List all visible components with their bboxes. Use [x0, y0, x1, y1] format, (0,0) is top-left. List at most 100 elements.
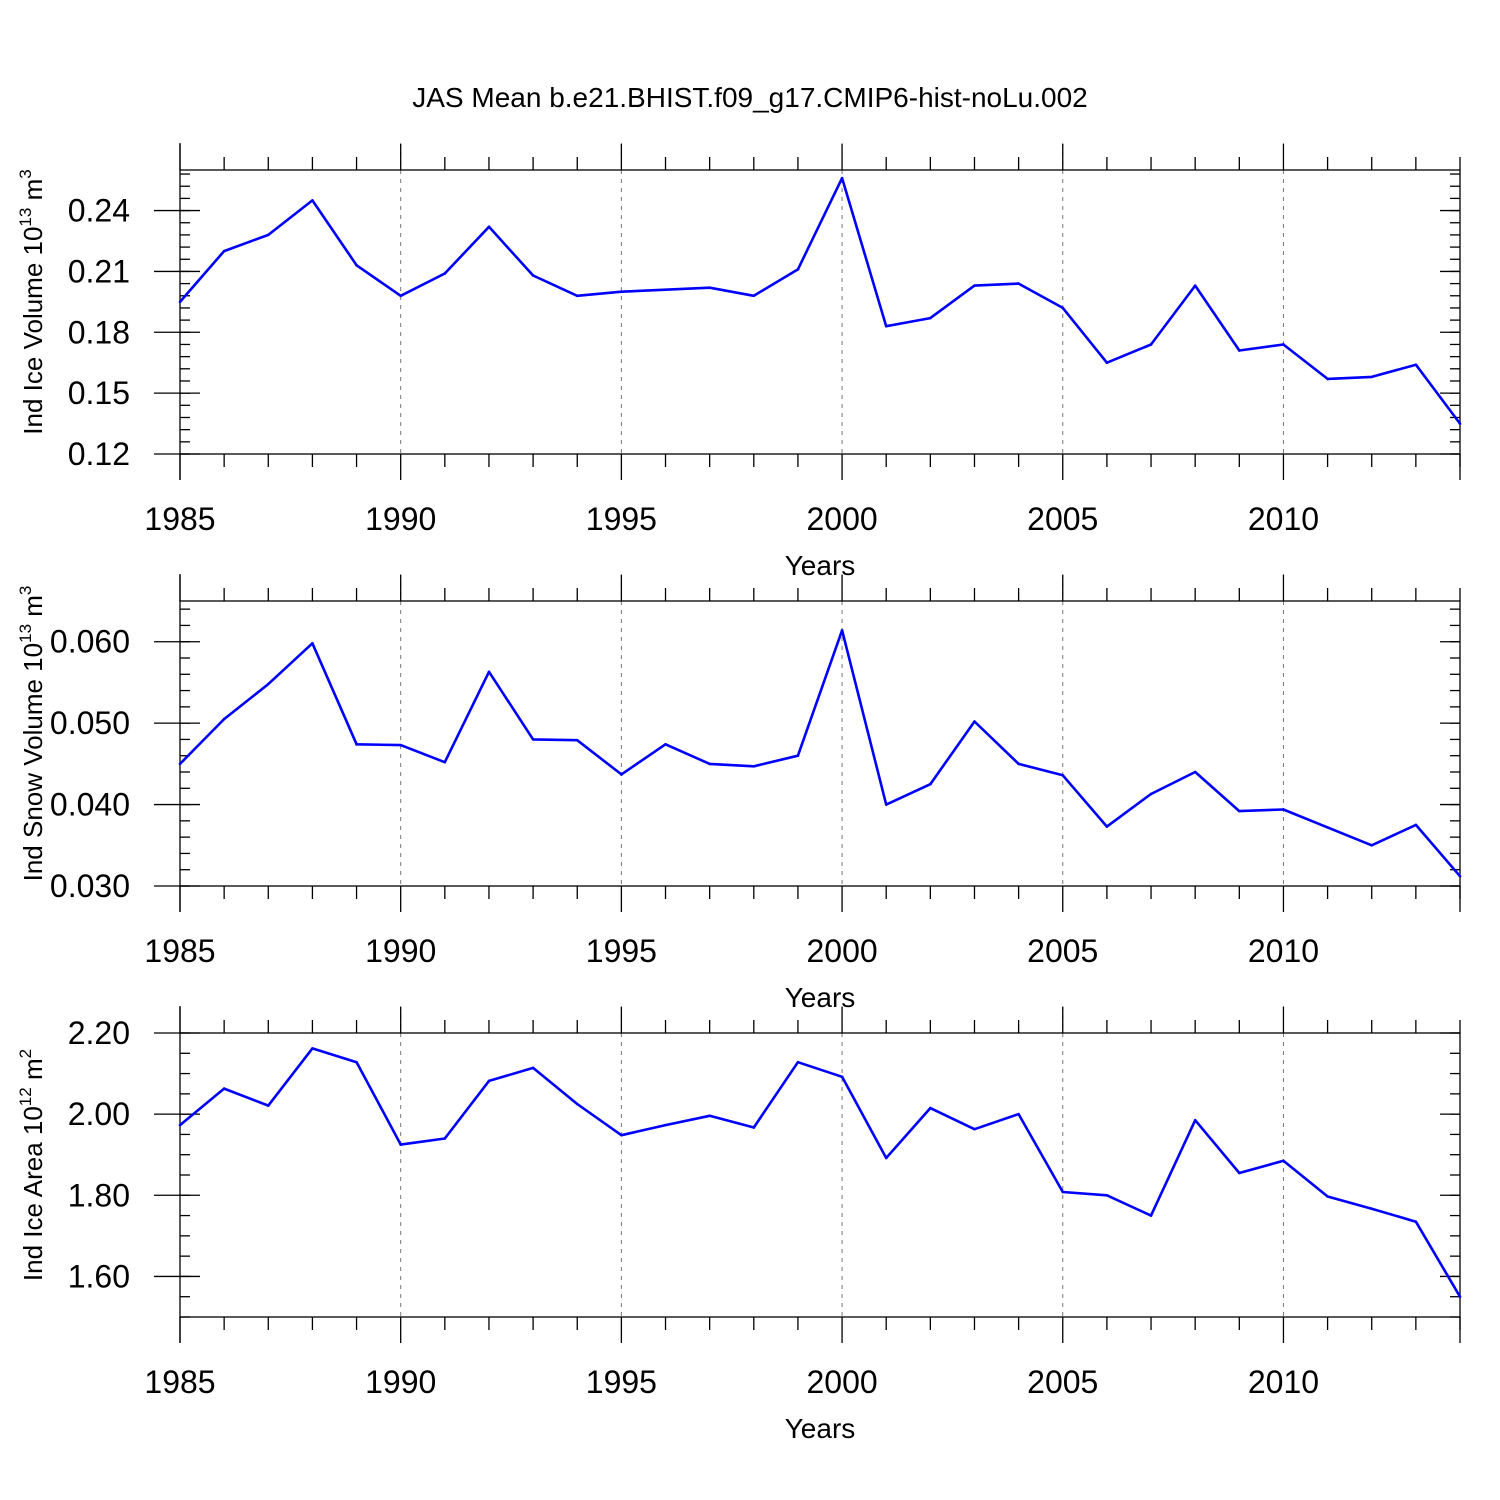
- data-point: [443, 272, 447, 275]
- data-point: [178, 1123, 182, 1127]
- x-tick-label: 2005: [1027, 501, 1098, 537]
- y-tick-label: 0.060: [50, 624, 130, 660]
- data-point: [1149, 343, 1153, 346]
- data-point: [752, 294, 756, 298]
- y-axis-label-unit: m: [18, 1058, 48, 1087]
- y-axis-label-text: Ind Ice Area 10: [18, 1106, 48, 1281]
- data-point: [531, 738, 535, 741]
- y-tick-label: 1.80: [68, 1177, 130, 1213]
- x-tick-label: 1985: [144, 1364, 215, 1400]
- y-axis-label: Ind Snow Volume 1013 m3: [16, 586, 48, 882]
- data-point: [1414, 823, 1418, 827]
- data-point: [1061, 1190, 1065, 1194]
- data-point: [1061, 306, 1065, 310]
- data-point: [1017, 1112, 1020, 1116]
- y-axis-label-exponent: 13: [16, 208, 35, 227]
- data-point: [266, 233, 270, 237]
- x-tick-label: 2005: [1027, 933, 1098, 969]
- x-axis-label: Years: [785, 982, 856, 1013]
- data-point: [1017, 762, 1020, 766]
- data-point: [884, 1156, 888, 1160]
- chart-panel-1: 1985 1990 1995 2000 2005 2010 Years 0.12 0.15 0.1…: [16, 143, 1462, 581]
- data-point: [311, 642, 314, 645]
- y-axis-label-exponent: 12: [16, 1087, 35, 1106]
- data-point: [1105, 361, 1109, 365]
- y-axis-label-unit-exponent: 3: [16, 169, 35, 178]
- data-point: [1193, 284, 1197, 287]
- data-point: [399, 743, 402, 747]
- data-point: [620, 290, 623, 294]
- y-tick-label: 0.24: [68, 193, 130, 229]
- y-axis-label: Ind Ice Volume 1013 m3: [16, 169, 48, 434]
- data-point: [487, 225, 491, 229]
- data-point: [929, 316, 932, 320]
- y-tick-label: 0.030: [50, 868, 130, 904]
- x-tick-label: 2000: [806, 1364, 877, 1400]
- x-tick-label: 1995: [586, 933, 657, 969]
- x-tick-label: 2005: [1027, 1364, 1098, 1400]
- data-point: [1017, 282, 1020, 285]
- data-point: [1238, 349, 1241, 352]
- data-point: [840, 1075, 844, 1079]
- plot-frame: [179, 169, 1461, 455]
- x-tick-label: 2010: [1248, 933, 1319, 969]
- data-point: [1326, 1195, 1329, 1198]
- x-tick-label: 1990: [365, 1364, 436, 1400]
- data-point: [1193, 1118, 1197, 1122]
- y-tick-label: 2.00: [68, 1096, 130, 1132]
- data-point: [973, 720, 976, 723]
- data-point: [1061, 773, 1065, 777]
- data-point: [796, 1060, 800, 1064]
- data-point: [178, 762, 182, 766]
- data-point: [840, 176, 844, 180]
- y-axis-label-unit: m: [18, 179, 48, 208]
- data-point: [1193, 770, 1197, 774]
- x-tick-label: 1995: [586, 1364, 657, 1400]
- data-point: [575, 738, 579, 742]
- data-point: [664, 1123, 667, 1127]
- y-tick-label: 0.21: [68, 253, 130, 289]
- data-point: [796, 268, 800, 271]
- x-tick-label: 2000: [806, 933, 877, 969]
- data-point: [1105, 1193, 1109, 1197]
- data-point: [399, 1143, 402, 1146]
- data-point: [575, 1102, 579, 1106]
- panels: 1985 1990 1995 2000 2005 2010 Years 0.12 0.15 0.1…: [16, 143, 1462, 1444]
- data-point: [1238, 809, 1241, 813]
- data-point: [1282, 808, 1285, 811]
- y-axis-label-text: Ind Snow Volume 10: [18, 643, 48, 882]
- data-point: [222, 1087, 226, 1090]
- data-point: [178, 300, 182, 304]
- y-axis-label-unit-exponent: 3: [16, 586, 35, 595]
- data-point: [355, 743, 358, 746]
- chart-panel-3: 1985 1990 1995 2000 2005 2010 Years 1.60 1.80 2.0…: [16, 1006, 1462, 1444]
- data-point: [1105, 825, 1109, 828]
- data-point: [664, 743, 667, 746]
- data-point: [884, 324, 888, 328]
- data-point: [973, 284, 976, 287]
- data-point: [1458, 422, 1462, 425]
- y-tick-label: 0.050: [50, 705, 130, 741]
- plot-frame: [179, 1032, 1461, 1318]
- y-axis-label-exponent: 13: [16, 624, 35, 643]
- data-point: [443, 1137, 447, 1140]
- y-tick-label: 0.12: [68, 436, 130, 472]
- data-point: [1370, 843, 1374, 847]
- data-point: [664, 288, 667, 291]
- y-tick-label: 2.20: [68, 1015, 130, 1051]
- x-axis-label: Years: [785, 1413, 856, 1444]
- data-point: [575, 294, 579, 298]
- x-axis-label: Years: [785, 550, 856, 581]
- data-point: [620, 773, 623, 776]
- y-axis-label-unit-exponent: 2: [16, 1049, 35, 1058]
- data-point: [399, 294, 402, 298]
- data-point: [1326, 377, 1329, 381]
- data-point: [266, 682, 270, 686]
- data-point: [1326, 826, 1329, 829]
- data-point: [487, 1079, 491, 1083]
- data-point: [1414, 363, 1418, 367]
- data-point: [266, 1104, 270, 1107]
- data-point: [1458, 1295, 1462, 1299]
- data-point: [752, 765, 756, 768]
